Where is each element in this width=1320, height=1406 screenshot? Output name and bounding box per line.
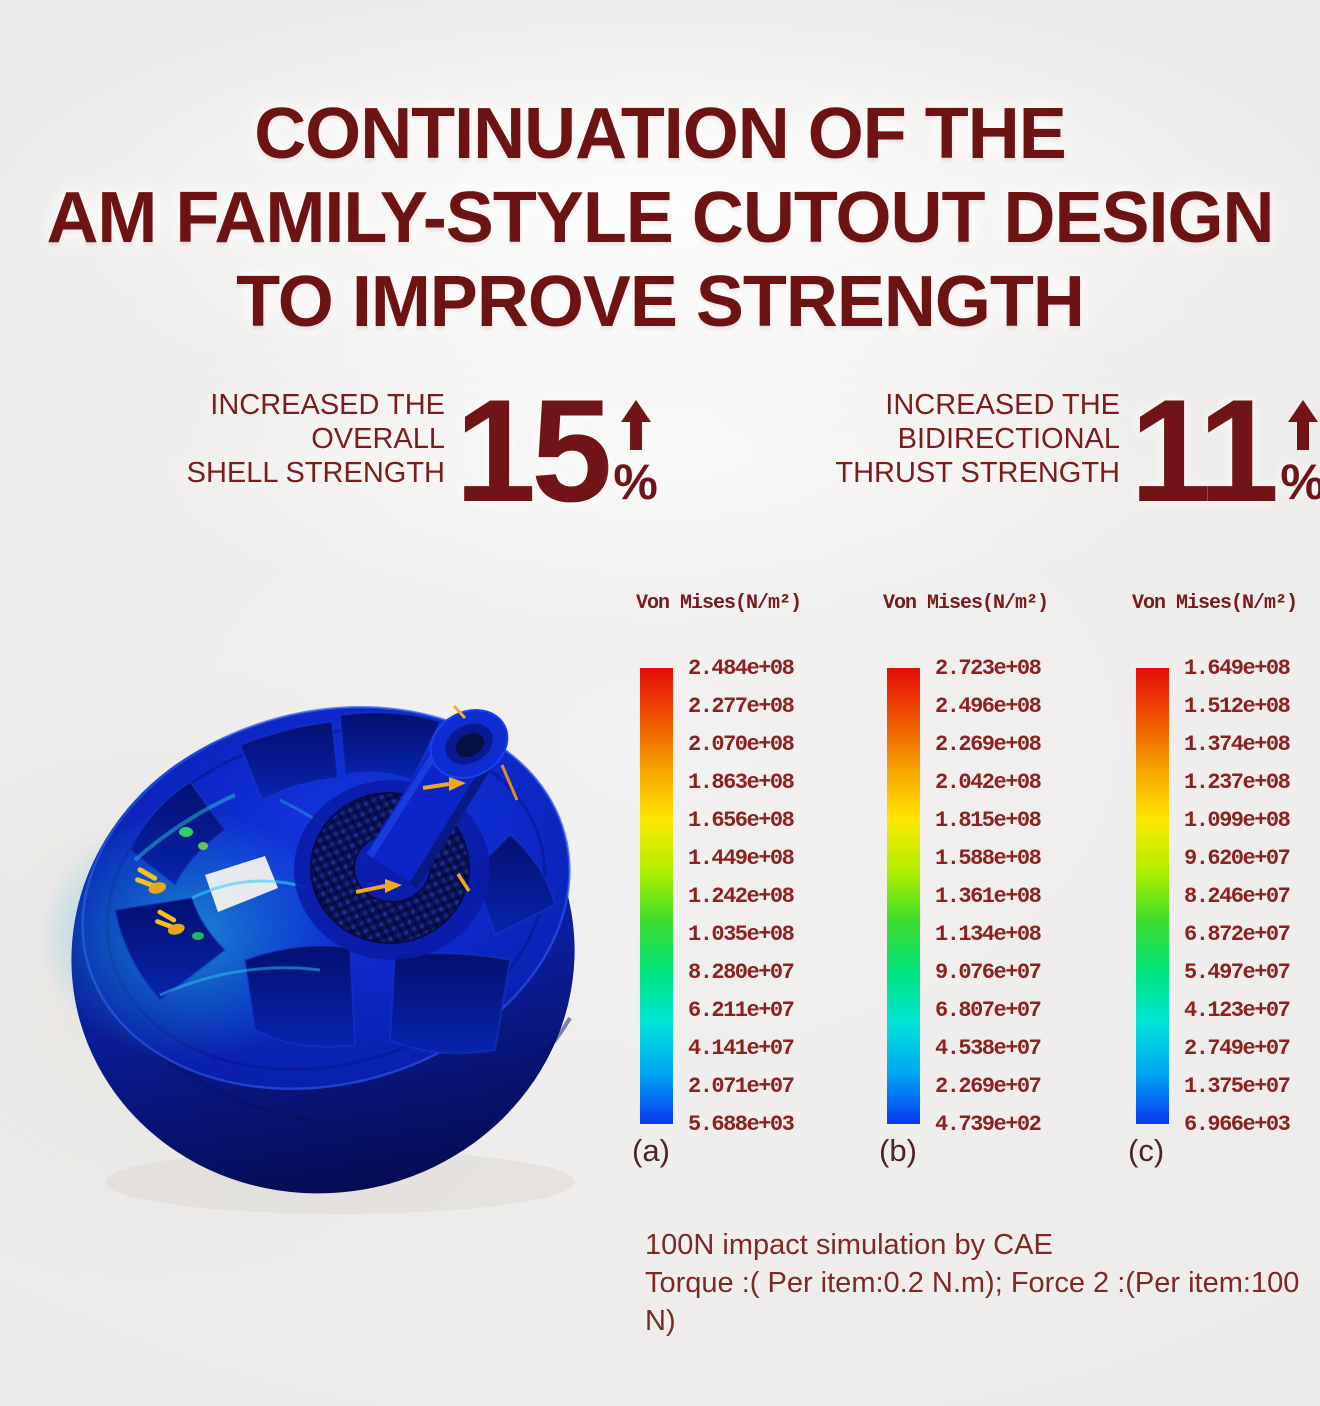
colorbar-tick-value: 2.070e+08: [688, 731, 795, 757]
colorbar-tick-value: 1.512e+08: [1184, 693, 1291, 719]
colorbar-tick-value: 2.042e+08: [935, 769, 1042, 795]
von-mises-scale-c: Von Mises(N/m²) 1.649e+08 1.512e+08 1.374e…: [1126, 588, 1320, 1188]
colorbar-tick-value: 6.966e+03: [1184, 1111, 1291, 1137]
title-line-1: CONTINUATION OF THE: [254, 94, 1067, 174]
stat-thrust-strength: INCREASED THE BIDIRECTIONAL THRUST STREN…: [690, 369, 1320, 532]
colorbar-tick-value: 6.807e+07: [935, 997, 1042, 1023]
stat-label-line: INCREASED THE BIDIRECTIONAL: [885, 389, 1120, 455]
percent-sign: %: [1280, 457, 1320, 507]
colorbar-tick-list: 2.484e+08 2.277e+08 2.070e+08 1.863e+08 1.65…: [688, 649, 795, 1143]
colorbar-tick-list: 2.723e+08 2.496e+08 2.269e+08 2.042e+08 1.81…: [935, 649, 1042, 1143]
percent-sign: %: [613, 454, 658, 510]
cutout-openings: [113, 711, 557, 1055]
von-mises-scale-a: Von Mises(N/m²) 2.484e+08 2.277e+08 2.070e…: [630, 588, 880, 1188]
stress-highlights: [133, 793, 372, 997]
colorbar-tick-value: 2.484e+08: [688, 655, 795, 681]
stat-shell-strength-label: INCREASED THE OVERALL SHELL STRENGTH: [85, 388, 445, 490]
up-arrow-icon: [1287, 400, 1318, 450]
stat-label-line: SHELL STRENGTH: [186, 457, 445, 489]
colorbar-tick-value: 6.211e+07: [688, 997, 795, 1023]
colorbar-tick-value: 4.538e+07: [935, 1035, 1042, 1061]
simulation-caption: 100N impact simulation by CAE Torque :( …: [645, 1226, 1320, 1340]
colorbar-tick-value: 2.071e+07: [688, 1073, 795, 1099]
colorbar-tick-value: 2.749e+07: [1184, 1035, 1291, 1061]
colorbar: [640, 668, 673, 1124]
stat-thrust-strength-unit-group: %: [1280, 400, 1320, 507]
colorbar-tick-value: 8.280e+07: [688, 959, 795, 985]
colorbar-tick-value: 1.863e+08: [688, 769, 795, 795]
stat-label-line: INCREASED THE OVERALL: [210, 389, 445, 455]
stat-thrust-strength-label: INCREASED THE BIDIRECTIONAL THRUST STREN…: [690, 388, 1120, 490]
von-mises-scale-b: Von Mises(N/m²) 2.723e+08 2.496e+08 2.269e…: [877, 588, 1127, 1188]
panel-label: (a): [632, 1133, 670, 1168]
caption-line-1: 100N impact simulation by CAE: [645, 1229, 1053, 1261]
panel-label: (b): [879, 1133, 917, 1168]
scale-title: Von Mises(N/m²): [1132, 592, 1298, 615]
colorbar-tick-value: 1.375e+07: [1184, 1073, 1291, 1099]
scale-title: Von Mises(N/m²): [636, 592, 802, 615]
colorbar-tick-value: 9.620e+07: [1184, 845, 1291, 871]
caption-line-2: Torque :( Per item:0.2 N.m); Force 2 :(P…: [645, 1267, 1300, 1337]
colorbar-tick-value: 2.496e+08: [935, 693, 1042, 719]
colorbar-tick-value: 5.497e+07: [1184, 959, 1291, 985]
stat-shell-strength-unit-group: %: [613, 400, 658, 510]
colorbar-tick-list: 1.649e+08 1.512e+08 1.374e+08 1.237e+08 1.09…: [1184, 649, 1291, 1143]
colorbar-tick-value: 1.649e+08: [1184, 655, 1291, 681]
colorbar-tick-value: 5.688e+03: [688, 1111, 795, 1137]
colorbar-tick-value: 1.035e+08: [688, 921, 795, 947]
colorbar-tick-value: 4.123e+07: [1184, 997, 1291, 1023]
through-hole: [205, 856, 278, 912]
title-line-3: TO IMPROVE STRENGTH: [236, 262, 1085, 342]
stat-shell-strength: INCREASED THE OVERALL SHELL STRENGTH 15 …: [85, 369, 658, 532]
colorbar-tick-value: 2.723e+08: [935, 655, 1042, 681]
colorbar-tick-value: 4.739e+02: [935, 1111, 1042, 1137]
colorbar-tick-value: 1.815e+08: [935, 807, 1042, 833]
force-arrow-icon: [355, 704, 519, 894]
colorbar-tick-value: 1.134e+08: [935, 921, 1042, 947]
colorbar-tick-value: 1.237e+08: [1184, 769, 1291, 795]
colorbar-tick-value: 2.277e+08: [688, 693, 795, 719]
page-title: CONTINUATION OF THE AM FAMILY-STYLE CUTO…: [0, 92, 1320, 344]
colorbar-tick-value: 8.246e+07: [1184, 883, 1291, 909]
colorbar-tick-value: 1.374e+08: [1184, 731, 1291, 757]
title-line-2: AM FAMILY-STYLE CUTOUT DESIGN: [46, 178, 1274, 258]
colorbar-tick-value: 1.361e+08: [935, 883, 1042, 909]
colorbar-tick-value: 1.099e+08: [1184, 807, 1291, 833]
motor-bell-render: [40, 704, 575, 1214]
stat-label-line: THRUST STRENGTH: [835, 457, 1120, 489]
stat-thrust-strength-value: 11: [1130, 369, 1279, 532]
colorbar-tick-value: 4.141e+07: [688, 1035, 795, 1061]
colorbar-tick-value: 1.242e+08: [688, 883, 795, 909]
fixture-icon: [135, 867, 185, 935]
colorbar-tick-value: 2.269e+07: [935, 1073, 1042, 1099]
stat-shell-strength-value: 15: [455, 369, 612, 532]
colorbar: [887, 668, 920, 1124]
up-arrow-icon: [620, 400, 651, 450]
colorbar-tick-value: 9.076e+07: [935, 959, 1042, 985]
colorbar-tick-value: 1.656e+08: [688, 807, 795, 833]
scale-title: Von Mises(N/m²): [883, 592, 1049, 615]
cae-simulation-render: [40, 660, 620, 1220]
colorbar-tick-value: 1.449e+08: [688, 845, 795, 871]
colorbar: [1136, 668, 1169, 1124]
colorbar-tick-value: 1.588e+08: [935, 845, 1042, 871]
panel-label: (c): [1128, 1133, 1165, 1168]
colorbar-tick-value: 2.269e+08: [935, 731, 1042, 757]
colorbar-tick-value: 6.872e+07: [1184, 921, 1291, 947]
motor-shaft: [365, 709, 509, 889]
